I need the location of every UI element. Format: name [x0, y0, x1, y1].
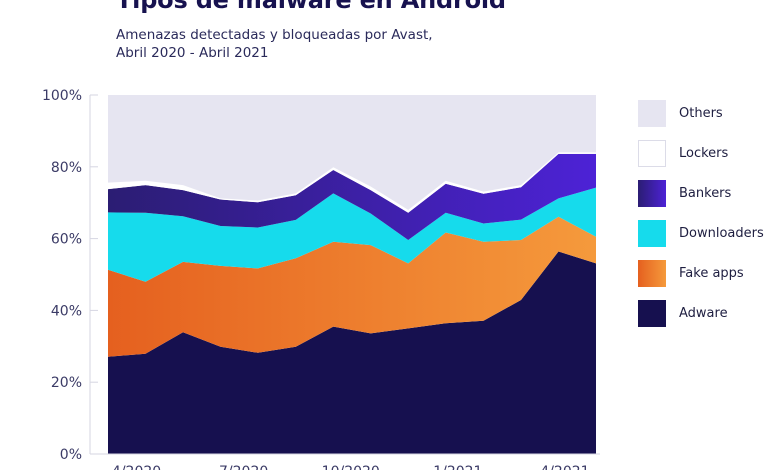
area-layers: [108, 95, 596, 454]
area-adware: [108, 251, 596, 454]
legend-swatch: [638, 299, 666, 327]
legend-label: Lockers: [679, 145, 729, 161]
legend-item-downloaders: Downloaders: [638, 213, 764, 253]
legend-item-fake-apps: Fake apps: [638, 253, 764, 293]
subtitle-line-2: Abril 2020 - Abril 2021: [116, 45, 269, 61]
legend-swatch: [638, 99, 666, 127]
x-tick-label: 7/2020: [219, 464, 268, 470]
legend-label: Bankers: [679, 185, 732, 201]
y-tick-label: 100%: [42, 88, 82, 104]
chart-subtitle: Amenazas detectadas y bloqueadas por Ava…: [116, 26, 433, 62]
y-tick-label: 0%: [60, 447, 82, 463]
chart-title: Tipos de malware en Android: [116, 0, 506, 14]
x-tick-label: 10/2020: [322, 464, 380, 470]
x-tick-label: 4/2020: [112, 464, 161, 470]
legend-swatch: [638, 219, 666, 247]
legend-swatch: [638, 179, 666, 207]
axes: 0% 20% 40% 60% 80% 100% 4/2020 7/2020 10/2020 1/2…: [42, 88, 600, 470]
x-tick-label: 4/2021: [540, 464, 589, 470]
legend-label: Fake apps: [679, 265, 744, 281]
area-downloaders: [108, 187, 596, 282]
legend-label: Adware: [679, 305, 728, 321]
area-bankers: [108, 153, 596, 240]
legend-item-adware: Adware: [638, 293, 764, 333]
legend: Others Lockers Bankers Downloaders Fake apps…: [638, 93, 764, 333]
y-tick-label: 40%: [51, 303, 82, 319]
legend-item-bankers: Bankers: [638, 173, 764, 213]
area-fake-apps: [108, 216, 596, 357]
x-tick-label: 1/2021: [433, 464, 482, 470]
legend-swatch: [638, 139, 666, 167]
legend-item-others: Others: [638, 93, 764, 133]
legend-item-lockers: Lockers: [638, 133, 764, 173]
legend-swatch: [638, 259, 666, 287]
subtitle-line-1: Amenazas detectadas y bloqueadas por Ava…: [116, 27, 433, 43]
legend-label: Others: [679, 105, 723, 121]
y-tick-label: 80%: [51, 160, 82, 176]
y-tick-label: 60%: [51, 232, 82, 248]
legend-label: Downloaders: [679, 225, 764, 241]
area-others: [108, 95, 596, 210]
y-tick-label: 20%: [51, 375, 82, 391]
